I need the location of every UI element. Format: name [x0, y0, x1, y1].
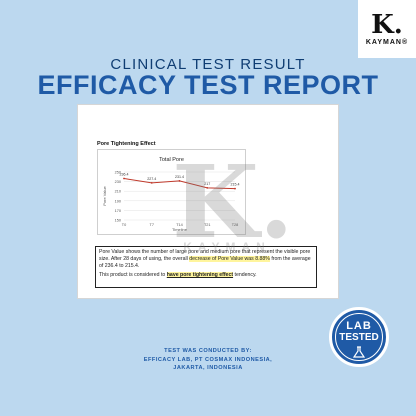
description-highlight: decrease of Pore Value was 8.88%	[189, 255, 270, 262]
data-point	[234, 187, 236, 190]
data-label: 236.4	[120, 173, 129, 177]
conclusion-text-2: tendency.	[233, 272, 257, 279]
brand-mark: K.	[371, 10, 403, 40]
data-label: 227.4	[147, 177, 156, 181]
y-tick-label: 190	[115, 199, 121, 203]
data-label: 231.4	[175, 175, 184, 179]
data-label: 217	[204, 182, 210, 186]
y-tick-label: 230	[115, 180, 121, 184]
total-pore-chart: Total Pore 150 170 190 210 230 250 T0 T7 T14 T21 T2…	[97, 149, 246, 235]
x-tick-label: T7	[150, 223, 154, 227]
page-subtitle: CLINICAL TEST RESULT	[110, 56, 306, 73]
y-tick-label: 150	[115, 219, 121, 223]
report-card: Pore Tightening Effect Total Pore 150 170 1…	[77, 104, 339, 299]
x-axis-label: Timeline	[172, 227, 188, 232]
data-point	[150, 181, 153, 184]
x-tick-label: T14	[176, 223, 183, 227]
description-paragraph: Pore Value shows the number of large por…	[99, 249, 313, 269]
description-text-2: from the average of 236.4 to 215.4.	[99, 255, 311, 269]
data-label: 215.4	[231, 183, 240, 187]
x-tick-label: T28	[232, 223, 239, 227]
section-title: Pore Tightening Effect	[97, 141, 156, 147]
credit-line-1: TEST WAS CONDUCTED BY:	[164, 348, 252, 354]
credit-line-3: JAKARTA, INDONESIA	[173, 365, 243, 371]
page-title: EFFICACY TEST REPORT	[37, 70, 379, 100]
x-tick-label: T21	[204, 223, 211, 227]
conclusion-text-1: This product is considered to	[99, 272, 167, 279]
test-credit: TEST WAS CONDUCTED BY: EFFICACY LAB, PT …	[0, 347, 416, 373]
y-tick-label: 170	[115, 209, 121, 213]
lab-tested-badge: LAB TESTED	[329, 307, 389, 367]
data-point	[206, 186, 209, 189]
data-point	[123, 177, 125, 180]
chart-svg: Total Pore 150 170 190 210 230 250 T0 T7 T14 T21 T2…	[102, 157, 240, 232]
y-axis-label: Pore Value	[102, 185, 107, 205]
brand-logo: K. KAYMAN®	[358, 0, 416, 58]
y-tick-label: 250	[115, 171, 121, 175]
x-tick-label: T0	[122, 223, 126, 227]
y-tick-label: 210	[115, 190, 121, 194]
conclusion-highlight: have pore tightening effect	[166, 272, 234, 279]
conclusion-paragraph: This product is considered to have pore …	[99, 272, 313, 279]
chart-title: Total Pore	[159, 157, 184, 163]
result-description: Pore Value shows the number of large por…	[95, 246, 317, 288]
badge-ring	[335, 313, 383, 361]
badge-label-lab: LAB	[346, 320, 372, 332]
badge-label-tested: TESTED	[339, 332, 379, 343]
description-text-1: Pore Value shows the number of large por…	[99, 249, 311, 262]
brand-name: KAYMAN®	[365, 39, 409, 46]
credit-line-2: EFFICACY LAB, PT COSMAX INDONESIA,	[143, 356, 273, 363]
flask-icon	[352, 346, 366, 358]
data-point	[178, 180, 181, 182]
